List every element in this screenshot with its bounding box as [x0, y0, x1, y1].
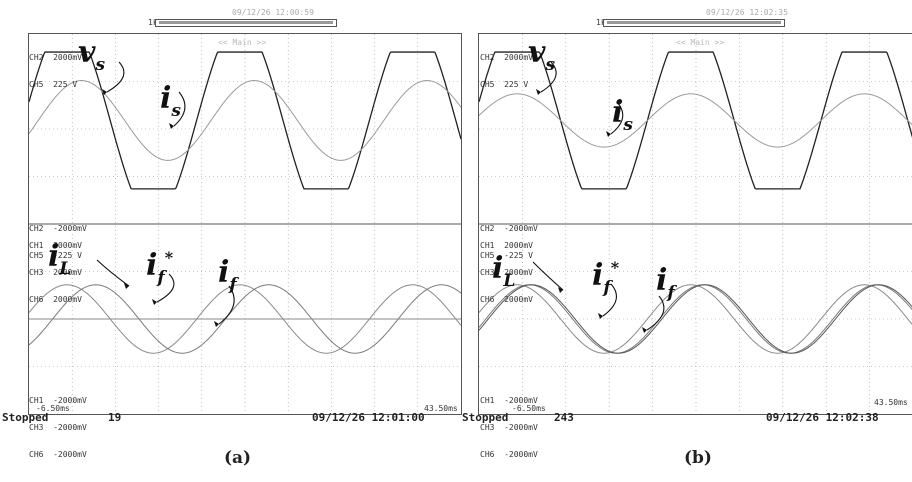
arrow-head [124, 283, 129, 289]
scale-label: CH3 -2000mV [29, 423, 87, 432]
bottom-scale-labels: CH1 2000mV CH3 2000mV CH6 2000mV [480, 223, 533, 322]
datetime: 09/12/26 12:01:00 [312, 411, 425, 424]
annotation-arrow [646, 295, 665, 331]
annotation-arrow [173, 91, 186, 127]
scale-label: CH2 -2000mV [480, 224, 538, 233]
scope-grid-b [478, 33, 912, 415]
scale-label: CH3 2000mV [480, 268, 533, 277]
annotation-arrow [602, 283, 617, 317]
series-v-s [29, 51, 461, 190]
label-vs: vs [78, 35, 106, 76]
scale-label: CH6 -2000mV [29, 450, 87, 459]
header-timestamp: 09/12/26 12:00:59 [232, 8, 314, 17]
annotation-arrow [532, 261, 564, 291]
waveform-plot-b [479, 34, 912, 414]
scale-label: CH2 -2000mV [29, 224, 87, 233]
arrow-head [102, 89, 107, 95]
series-i-fstar [479, 284, 912, 354]
scale-label: CH1 2000mV [480, 241, 533, 250]
zoom-label: 1k [148, 18, 158, 27]
zoom-mode: << Main >> [676, 38, 725, 47]
scale-label: CH5 225 V [480, 80, 529, 89]
annotation-arrow [156, 273, 175, 303]
bottom-scale-labels: CH1 2000mV CH3 2000mV CH6 2000mV [29, 223, 82, 322]
top-scale-labels: CH2 2000mV CH5 225 V [29, 35, 82, 107]
arrow-head [536, 89, 541, 95]
scale-label: CH3 -2000mV [480, 423, 538, 432]
x-end-label: 43.50ms [424, 404, 458, 413]
arrow-head [169, 123, 174, 129]
x-end-label: 43.50ms [874, 398, 908, 407]
scope-panel-a: 1k 09/12/26 12:00:59 << Main >> CH2 2000… [0, 0, 462, 459]
annotation-arrow [96, 259, 130, 287]
series-i-L [29, 284, 461, 354]
waveform-plot-a [29, 34, 461, 414]
status-text: Stopped [462, 411, 509, 424]
zoom-position-bar [603, 19, 785, 27]
series-i-f [479, 284, 912, 354]
label-is: is [160, 81, 181, 122]
annotation-arrow [106, 61, 125, 93]
scale-label: CH6 2000mV [29, 295, 82, 304]
scale-label: CH5 -225 V [480, 251, 533, 260]
zoom-position-bar [155, 19, 337, 27]
datetime: 09/12/26 12:02:38 [766, 411, 879, 424]
status-text: Stopped [2, 411, 49, 424]
scale-label: CH6 -2000mV [480, 450, 538, 459]
annotation-arrow [610, 101, 624, 135]
top-scale-labels: CH2 2000mV CH5 225 V [480, 35, 533, 107]
arrow-head [214, 321, 219, 327]
label-if: if [656, 263, 675, 304]
top-bottom-scale-labels: CH2 -2000mV CH5 -225 V [480, 206, 538, 278]
label-vs: vs [528, 35, 556, 76]
label-is: is [612, 95, 633, 136]
scale-label: CH1 -2000mV [29, 396, 87, 405]
arrow-head [558, 287, 563, 293]
annotation-arrow [540, 61, 557, 93]
annotation-arrow [218, 285, 235, 325]
x-start-label: -6.50ms [512, 404, 546, 413]
arrow-head [642, 327, 647, 333]
top-bottom-scale-labels: CH2 -2000mV CH5 -225 V [29, 206, 87, 278]
arrow-head [606, 131, 611, 137]
series-i-s [479, 93, 912, 148]
zoom-label: 1k [596, 18, 606, 27]
label-if-star: if* [592, 258, 620, 298]
caption-b: (b) [684, 448, 712, 468]
bottom-bottom-scale-labels: CH1 -2000mV CH3 -2000mV CH6 -2000mV [480, 378, 538, 477]
scale-label: CH2 2000mV [29, 53, 82, 62]
caption-a: (a) [224, 448, 252, 468]
label-iL: iL [48, 239, 72, 280]
acquisition-count: 19 [108, 411, 122, 424]
scale-label: CH2 2000mV [480, 53, 533, 62]
scale-label: CH1 -2000mV [480, 396, 538, 405]
scale-label: CH6 2000mV [480, 295, 533, 304]
zoom-mode: << Main >> [218, 38, 267, 47]
scale-label: CH1 2000mV [29, 241, 82, 250]
arrow-head [152, 299, 157, 305]
series-i-fstar [29, 284, 461, 354]
x-start-label: -6.50ms [36, 404, 70, 413]
series-i-s [29, 80, 461, 161]
scale-label: CH3 2000mV [29, 268, 82, 277]
bottom-bottom-scale-labels: CH1 -2000mV CH3 -2000mV CH6 -2000mV [29, 378, 87, 477]
series-v-s [479, 51, 912, 190]
header-timestamp: 09/12/26 12:02:35 [706, 8, 788, 17]
scale-label: CH5 -225 V [29, 251, 82, 260]
scale-label: CH5 225 V [29, 80, 78, 89]
arrow-head [598, 313, 603, 319]
scope-panel-b: 1k 09/12/26 12:02:35 << Main >> CH2 2000… [462, 0, 912, 459]
label-iL: iL [492, 251, 516, 292]
acquisition-count: 243 [554, 411, 574, 424]
label-if: if [218, 255, 237, 296]
scope-grid-a [28, 33, 462, 415]
label-if-star: if* [146, 248, 174, 288]
